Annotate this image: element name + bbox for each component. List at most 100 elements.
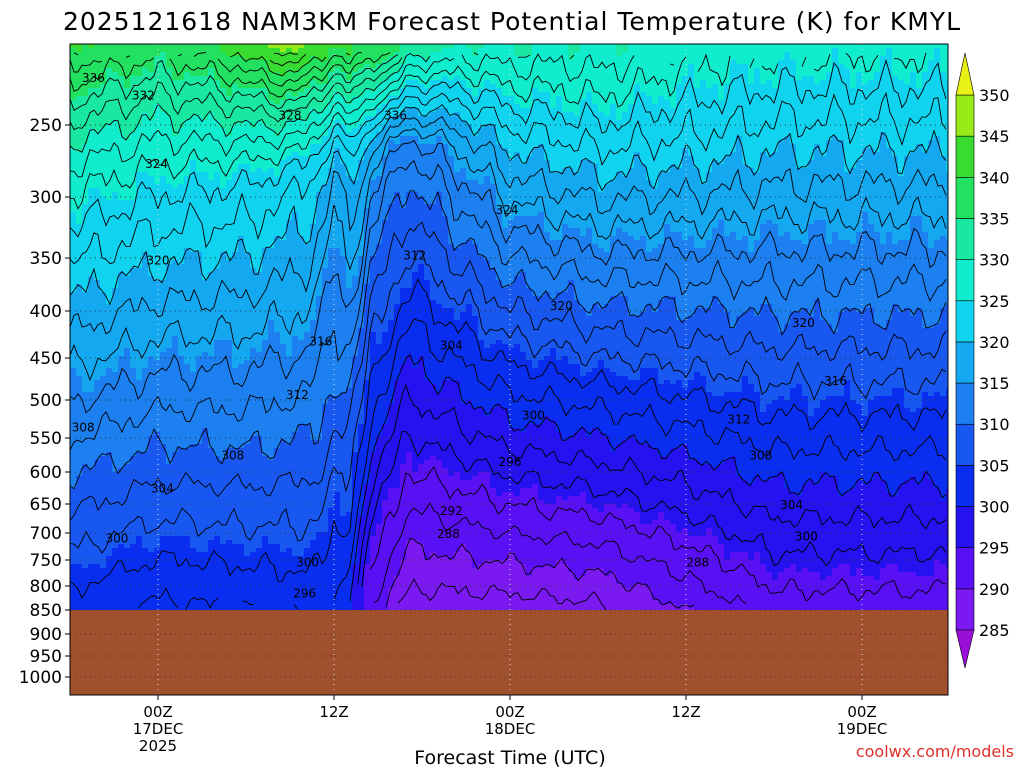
contour-label: 292	[440, 504, 463, 518]
contour-label: 316	[824, 374, 847, 388]
colorbar: 285 290 295 300 305 310 315 320 325 330 335 340 345 3…	[955, 52, 1010, 669]
contour-label: 332	[132, 88, 155, 102]
contour-label: 304	[780, 498, 803, 512]
contour-label: 324	[496, 203, 519, 217]
x-tick-label: 12Z	[319, 703, 348, 721]
y-tick-label: 850	[30, 601, 62, 621]
contour-label: 300	[795, 529, 818, 543]
colorbar-tick-label: 285	[979, 621, 1010, 640]
colorbar-tick-label: 330	[979, 251, 1010, 270]
colorbar-tick-label: 295	[979, 539, 1010, 558]
contour-line-320	[70, 104, 947, 306]
contour-line-312	[70, 160, 947, 451]
contour-line-318	[70, 115, 947, 335]
y-tick-label: 750	[30, 551, 62, 571]
contour-line-324	[70, 59, 947, 238]
x-axis-label: Forecast Time (UTC)	[414, 747, 605, 768]
contour-label: 296	[499, 455, 522, 469]
contour-label: 300	[296, 556, 319, 570]
x-tick-label: 18DEC	[485, 720, 536, 738]
contour-labels: 336 332 328 336 324 324 320 312 320 320 316 304 316 3…	[72, 71, 847, 600]
contour-label: 336	[384, 108, 407, 122]
credit-text: coolwx.com/models	[856, 742, 1014, 761]
contour-label: 300	[522, 409, 545, 423]
contour-label: 288	[686, 556, 709, 570]
x-tick-label: 12Z	[671, 703, 700, 721]
contour-line-298	[357, 383, 947, 584]
dotted-grid	[70, 44, 948, 695]
contour-label: 296	[293, 586, 316, 600]
colorbar-segment	[955, 94, 975, 137]
contour-line-344	[273, 52, 299, 57]
contour-label: 304	[440, 338, 463, 352]
colorbar-tick-label: 325	[979, 292, 1010, 311]
contour-label: 328	[279, 108, 302, 122]
y-tick-label: 300	[30, 188, 62, 208]
y-tick-label: 900	[30, 625, 62, 645]
y-tick-label: 950	[30, 647, 62, 667]
x-tick-label: 00Z	[495, 703, 524, 721]
y-tick-label: 400	[30, 302, 62, 322]
contour-line-316	[70, 127, 947, 382]
contour-label: 316	[309, 335, 332, 349]
y-tick-label: 650	[30, 495, 62, 515]
y-tick-label: 700	[30, 524, 62, 544]
y-tick-label: 600	[30, 463, 62, 483]
colorbar-tick-label: 335	[979, 209, 1010, 228]
contour-label: 320	[550, 299, 573, 313]
ground-fill	[70, 610, 948, 695]
colorbar-tick-label: 345	[979, 127, 1010, 146]
y-tick-label: 1000	[19, 668, 62, 688]
contour-label: 320	[792, 316, 815, 330]
pressure-axis: 250 300 350 400 450 500 550 600 650 700 750 800 850 9…	[19, 116, 70, 688]
colorbar-segment	[955, 218, 975, 260]
y-tick-label: 450	[30, 349, 62, 369]
y-tick-label: 350	[30, 249, 62, 269]
contour-line-306	[70, 249, 947, 555]
colorbar-tick-label: 305	[979, 456, 1010, 475]
y-tick-label: 500	[30, 391, 62, 411]
theta-field	[70, 44, 948, 613]
plot-frame	[69, 43, 949, 696]
colorbar-segment	[955, 341, 975, 384]
colorbar-segment	[955, 300, 975, 343]
y-tick-label: 250	[30, 116, 62, 136]
colorbar-segment	[955, 506, 975, 548]
contour-label: 300	[105, 532, 128, 546]
contour-line-296	[361, 431, 947, 587]
colorbar-tick-label: 320	[979, 333, 1010, 352]
contour-line-292	[373, 502, 747, 605]
colorbar-tick-label: 340	[979, 168, 1010, 187]
ground-below-surface	[70, 610, 948, 695]
chart-title: 2025121618 NAM3KM Forecast Potential Tem…	[63, 7, 961, 36]
y-tick-label: 550	[30, 429, 62, 449]
theta-contour-lines	[70, 51, 947, 611]
y-tick-label: 800	[30, 577, 62, 597]
colorbar-tick-label: 300	[979, 498, 1010, 517]
contour-label: 288	[437, 527, 460, 541]
colorbar-segment	[955, 382, 975, 425]
colorbar-bottom-arrow	[955, 629, 975, 669]
contour-label: 312	[727, 412, 750, 426]
x-tick-label: 19DEC	[837, 720, 888, 738]
contour-line-294	[369, 466, 947, 602]
colorbar-tick-label: 315	[979, 374, 1010, 393]
contour-line-304	[70, 277, 947, 600]
colorbar-segment	[955, 547, 975, 590]
colorbar-segment	[955, 588, 975, 631]
colorbar-tick-label: 310	[979, 415, 1010, 434]
contour-line-300	[349, 353, 947, 602]
contour-line-340	[73, 51, 351, 77]
colorbar-tick-label: 350	[979, 86, 1010, 105]
x-tick-label: 00Z	[847, 703, 876, 721]
colorbar-segment	[955, 259, 975, 302]
contour-line-332	[70, 57, 403, 131]
colorbar-tick-label: 290	[979, 580, 1010, 599]
contour-line-322	[70, 91, 947, 265]
contour-label: 308	[221, 448, 244, 462]
contour-line-290	[385, 537, 695, 609]
contour-line-334	[70, 54, 399, 112]
colorbar-segment	[955, 465, 975, 507]
